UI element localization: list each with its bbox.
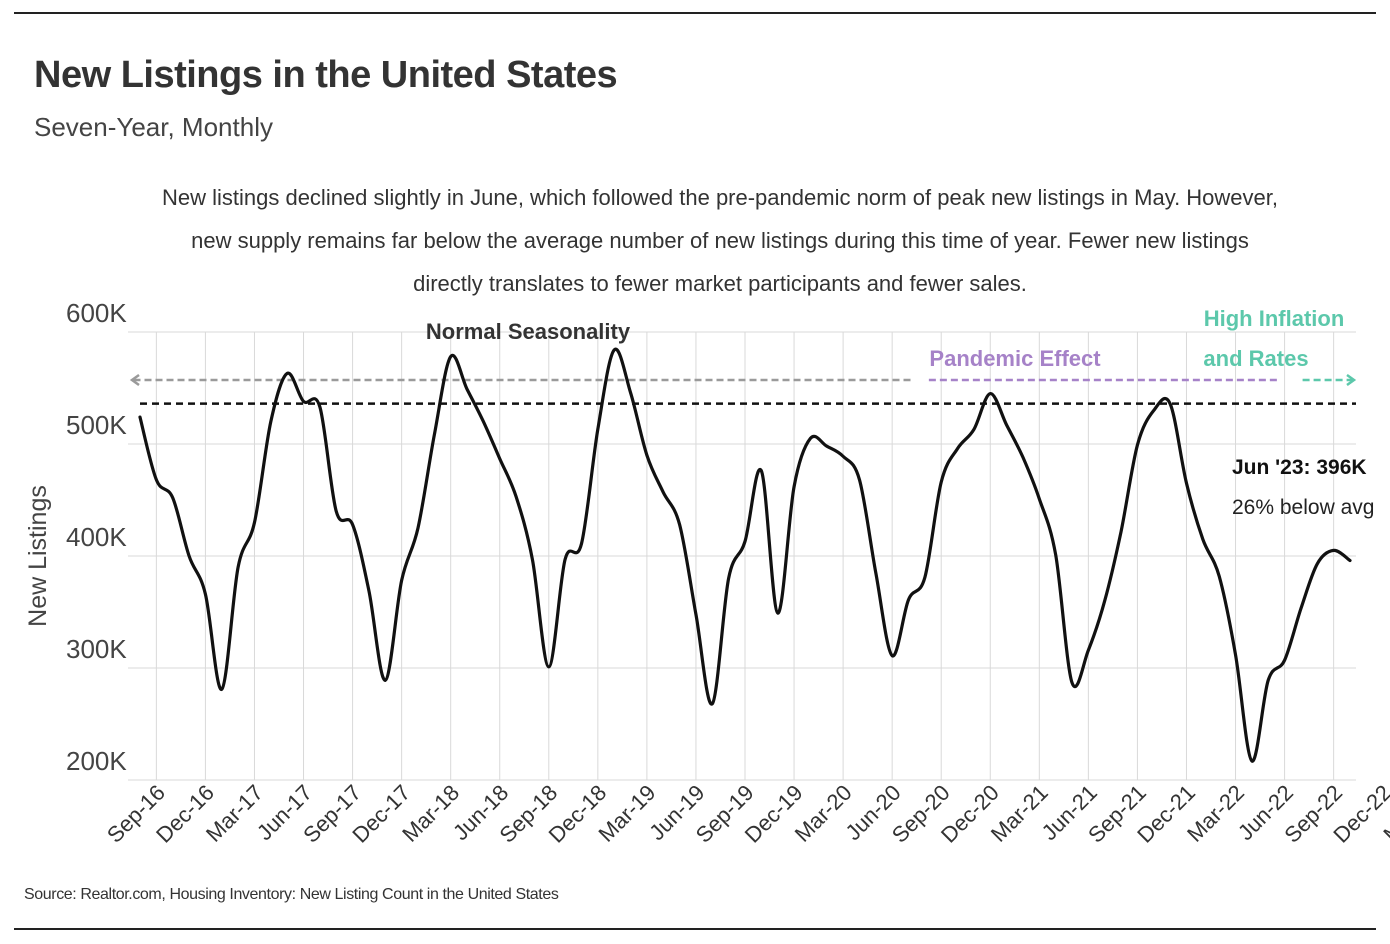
description-line-3: directly translates to fewer market part… <box>413 271 1027 296</box>
y-tick-label: 300K <box>66 634 127 664</box>
region-label-and-rates: and Rates <box>1203 346 1308 371</box>
series-lines <box>138 347 1352 763</box>
region-label-high-inflation: High Inflation <box>1204 306 1345 331</box>
grid-lines <box>128 331 1356 781</box>
description-line-2: new supply remains far below the average… <box>191 228 1249 253</box>
callout-value: Jun '23: 396K <box>1232 456 1367 479</box>
region-label-pandemic-effect: Pandemic Effect <box>929 346 1101 371</box>
region-label-normal-seasonality: Normal Seasonality <box>426 319 631 344</box>
top-rule <box>14 12 1376 14</box>
chart-description: New listings declined slightly in June, … <box>120 176 1320 305</box>
series-new-listings <box>138 347 1352 763</box>
y-axis-title: New Listings <box>24 485 52 627</box>
bottom-rule <box>14 928 1376 930</box>
page-title: New Listings in the United States <box>34 54 618 96</box>
y-tick-label: 200K <box>66 746 127 776</box>
y-tick-label: 600K <box>66 298 127 328</box>
source-note: Source: Realtor.com, Housing Inventory: … <box>24 886 559 903</box>
y-axis-ticks: 600K 500K 400K 300K 200K <box>66 298 127 776</box>
description-line-1: New listings declined slightly in June, … <box>161 185 1279 210</box>
x-axis-ticks: Sep-16Dec-16Mar-17Jun-17Sep-17Dec-17Mar-… <box>102 780 1390 848</box>
y-tick-label: 500K <box>66 410 127 440</box>
callout-note: 26% below avg <box>1232 496 1374 519</box>
page-subtitle: Seven-Year, Monthly <box>34 112 273 142</box>
y-tick-label: 400K <box>66 522 127 552</box>
